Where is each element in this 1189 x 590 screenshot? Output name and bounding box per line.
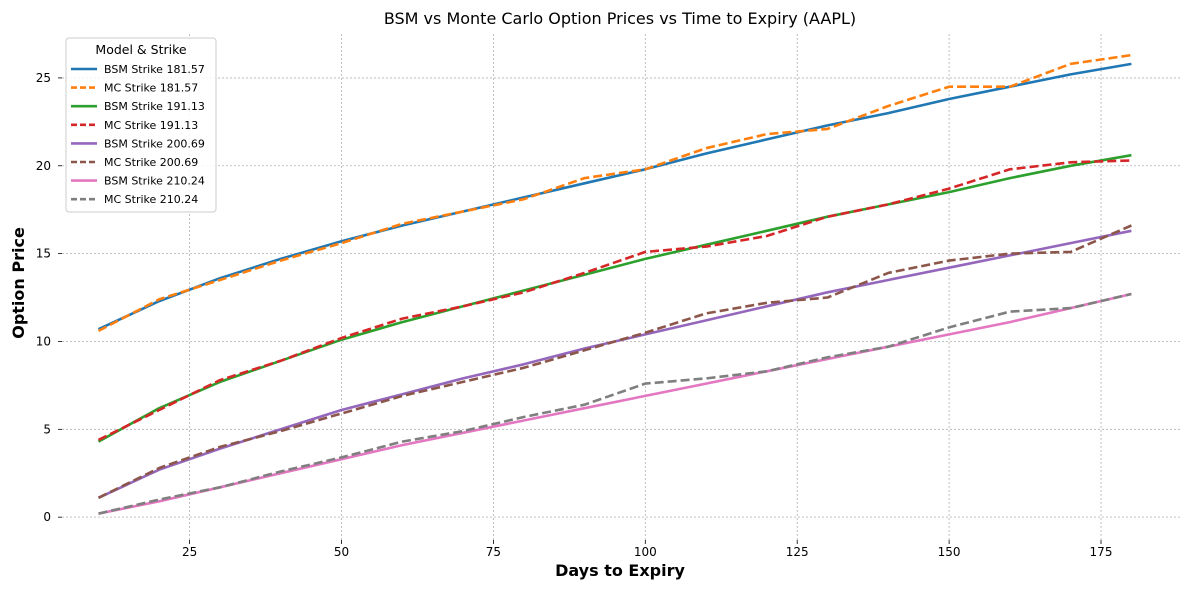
series-line-4 bbox=[97, 159, 1132, 442]
series-line-6 bbox=[97, 224, 1132, 499]
legend-items: BSM Strike 181.57 MC Strike 181.57 BSM Str… bbox=[71, 63, 205, 206]
x-tick-label: 25 bbox=[182, 545, 197, 559]
x-tick-label: 125 bbox=[786, 545, 809, 559]
legend: Model & Strike BSM Strike 181.57 MC Strik… bbox=[65, 37, 217, 213]
y-tick-label: 15 bbox=[36, 247, 51, 261]
series-line-3 bbox=[97, 153, 1132, 443]
series-line-7 bbox=[98, 292, 1132, 515]
legend-label: BSM Strike 191.13 bbox=[104, 100, 205, 113]
legend-label: MC Strike 210.24 bbox=[104, 193, 198, 206]
grid bbox=[62, 34, 1180, 540]
series-line-1 bbox=[97, 62, 1132, 331]
series-line-8 bbox=[98, 292, 1132, 515]
x-tick-label: 100 bbox=[634, 545, 657, 559]
legend-label: MC Strike 200.69 bbox=[104, 156, 198, 169]
y-axis-ticks: 0 5 10 15 20 25 bbox=[36, 71, 62, 524]
x-tick-label: 50 bbox=[334, 545, 349, 559]
series-line-5 bbox=[97, 229, 1132, 499]
x-tick-label: 150 bbox=[938, 545, 961, 559]
x-axis-label: Days to Expiry bbox=[555, 561, 685, 580]
y-tick-label: 20 bbox=[36, 159, 51, 173]
series-lines bbox=[97, 53, 1132, 515]
y-tick-label: 25 bbox=[36, 71, 51, 85]
legend-title: Model & Strike bbox=[95, 42, 186, 57]
x-axis-ticks: 25 50 75 100 125 150 175 bbox=[182, 540, 1113, 559]
legend-label: MC Strike 191.13 bbox=[104, 119, 198, 132]
y-tick-label: 10 bbox=[36, 334, 51, 348]
y-tick-label: 5 bbox=[43, 422, 51, 436]
series-line-2 bbox=[97, 53, 1132, 333]
chart-title: BSM vs Monte Carlo Option Prices vs Time… bbox=[384, 9, 856, 28]
legend-label: BSM Strike 200.69 bbox=[104, 137, 205, 150]
legend-label: MC Strike 181.57 bbox=[104, 82, 198, 95]
x-tick-label: 75 bbox=[486, 545, 501, 559]
legend-label: BSM Strike 181.57 bbox=[104, 63, 205, 76]
y-axis-label: Option Price bbox=[9, 227, 28, 339]
legend-label: BSM Strike 210.24 bbox=[104, 175, 205, 188]
legend-box bbox=[65, 37, 217, 213]
x-tick-label: 175 bbox=[1090, 545, 1113, 559]
y-tick-label: 0 bbox=[43, 510, 51, 524]
